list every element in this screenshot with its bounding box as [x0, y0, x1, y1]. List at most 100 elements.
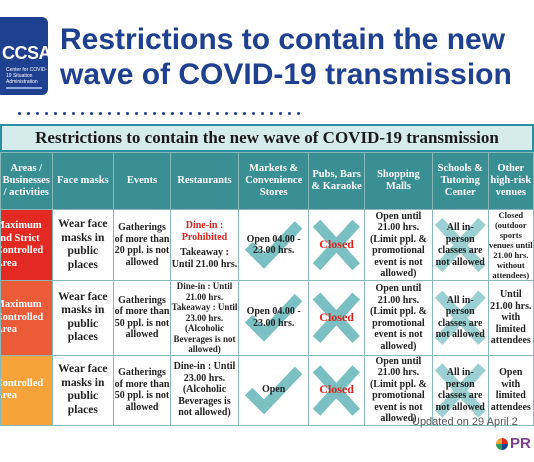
face-masks-cell: Wear face masks in public places: [51, 280, 115, 356]
divider-dot: [18, 112, 21, 115]
table-row: Controlled Area Wear face masks in publi…: [0, 354, 534, 426]
cross-mark-icon: [434, 290, 486, 345]
table-title: Restrictions to contain the new wave of …: [0, 124, 534, 152]
header-malls: Shopping Malls: [363, 152, 433, 210]
header-face-masks: Face masks: [51, 152, 115, 210]
divider-dot: [180, 112, 183, 115]
divider-dot: [171, 112, 174, 115]
divider-dot: [72, 112, 75, 115]
divider-dot: [252, 112, 255, 115]
divider-dot: [297, 112, 300, 115]
divider-dot: [99, 112, 102, 115]
pubs-text: Closed: [319, 310, 354, 324]
restaurants-rest: Dine-in : Until 21.00 hrs. Takeaway : Un…: [171, 281, 238, 354]
markets-cell: Open: [238, 354, 310, 426]
header-pubs: Pubs, Bars & Karaoke: [308, 152, 365, 210]
divider-dot: [135, 112, 138, 115]
header-restaurants: Restaurants: [169, 152, 240, 210]
face-masks-cell: Wear face masks in public places: [51, 354, 115, 426]
divider-dot: [63, 112, 66, 115]
pubs-cell: Closed: [308, 209, 365, 281]
header-markets: Markets & Convenience Stores: [238, 152, 310, 210]
divider-dot: [27, 112, 30, 115]
divider-dot: [162, 112, 165, 115]
schools-cell: All in-person classes are not allowed: [431, 209, 489, 281]
events-cell: Gatherings of more than 50 ppl. is not a…: [113, 354, 171, 426]
divider-dot: [288, 112, 291, 115]
divider-dot: [270, 112, 273, 115]
pubs-text: Closed: [319, 382, 354, 397]
divider-dot: [279, 112, 282, 115]
headline-line-1: Restrictions to contain the new: [60, 23, 506, 56]
brand-mark-icon: [496, 438, 508, 451]
divider-dot: [90, 112, 93, 115]
divider-dot: [243, 112, 246, 115]
divider-dot: [144, 112, 147, 115]
schools-text: All in-person classes are not allowed: [435, 294, 485, 341]
brand-text: PR: [510, 435, 531, 452]
table-row: Maximum and Strict Controlled Area Wear …: [0, 209, 534, 281]
markets-text: Open: [261, 384, 286, 396]
restaurants-cell: Dine-in : Until 21.00 hrs. Takeaway : Un…: [169, 280, 240, 356]
divider-dot: [225, 112, 228, 115]
schools-text: All in-person classes are not allowed: [435, 367, 485, 413]
page-headline: Restrictions to contain the new wave of …: [60, 22, 512, 92]
header-areas: Areas / Businesses / activities: [0, 152, 53, 210]
schools-text: All in-person classes are not allowed: [435, 222, 485, 268]
divider-dot: [54, 112, 57, 115]
restaurants-rest: Takeaway : Until 21.00 hrs.: [171, 247, 238, 270]
updated-date: Updated on 29 April 2: [412, 416, 518, 428]
malls-cell: Open until 21.00 hrs. (Limit ppl. & prom…: [363, 280, 433, 356]
markets-cell: Open 04.00 - 23.00 hrs.: [238, 209, 310, 281]
area-cell: Controlled Area: [0, 354, 53, 426]
schools-cell: All in-person classes are not allowed: [431, 354, 489, 426]
cross-mark-icon: [312, 292, 361, 343]
restrictions-panel: Restrictions to contain the new wave of …: [0, 124, 534, 426]
logo-bar: [6, 87, 42, 89]
divider-dot: [117, 112, 120, 115]
pubs-cell: Closed: [308, 280, 365, 356]
markets-cell: Open 04.00 - 23.00 hrs.: [238, 280, 310, 356]
divider-dot: [45, 112, 48, 115]
restaurants-cell: Dine-in : Prohibited Takeaway : Until 21…: [169, 209, 240, 281]
cross-mark-icon: [434, 217, 486, 273]
cross-mark-icon: [312, 219, 361, 271]
logo-subtext: Center for COVID-19 Situation Administra…: [6, 67, 48, 85]
header-events: Events: [113, 152, 171, 210]
header-schools: Schools & Tutoring Center: [431, 152, 489, 210]
check-mark-icon: [244, 366, 303, 414]
restaurants-rest: Dine-in : Until 23.00 hrs. (Alcoholic Be…: [173, 361, 236, 419]
cross-mark-icon: [312, 364, 361, 416]
markets-text: Open 04.00 - 23.00 hrs.: [246, 233, 301, 257]
divider-dot: [261, 112, 264, 115]
other-cell: Until 21.00 hrs. with limited attendees: [487, 280, 534, 356]
headline-line-2: wave of COVID-19 transmission: [60, 58, 512, 91]
header-other: Other high-risk venues: [487, 152, 534, 210]
divider-dot: [198, 112, 201, 115]
table-row: Maximum Controlled Area Wear face masks …: [0, 280, 534, 356]
divider-dot: [234, 112, 237, 115]
divider-dot: [36, 112, 39, 115]
pubs-cell: Closed: [308, 354, 365, 426]
divider-dot: [207, 112, 210, 115]
restaurants-prohibited: Dine-in : Prohibited: [181, 220, 228, 243]
check-mark-icon: [244, 221, 303, 269]
check-mark-icon: [244, 293, 303, 342]
cross-mark-icon: [434, 362, 486, 418]
events-cell: Gatherings of more than 20 ppl. is not a…: [113, 209, 171, 281]
malls-cell: Open until 21.00 hrs. (Limit ppl. & prom…: [363, 354, 433, 426]
pubs-text: Closed: [319, 237, 354, 252]
restrictions-table: Areas / Businesses / activities Face mas…: [0, 152, 534, 426]
dotted-divider: [18, 102, 310, 115]
divider-dot: [81, 112, 84, 115]
brand-logo: PR: [496, 435, 531, 452]
events-cell: Gatherings of more than 50 ppl. is not a…: [113, 280, 171, 356]
malls-cell: Open until 21.00 hrs. (Limit ppl. & prom…: [363, 209, 433, 281]
ccsa-logo: CCSA Center for COVID-19 Situation Admin…: [0, 17, 52, 95]
divider-dot: [108, 112, 111, 115]
restaurants-cell: Dine-in : Until 23.00 hrs. (Alcoholic Be…: [169, 354, 240, 426]
face-masks-cell: Wear face masks in public places: [51, 209, 115, 281]
logo-text: CCSA: [2, 43, 52, 63]
markets-text: Open 04.00 - 23.00 hrs.: [246, 306, 301, 329]
divider-dot: [189, 112, 192, 115]
